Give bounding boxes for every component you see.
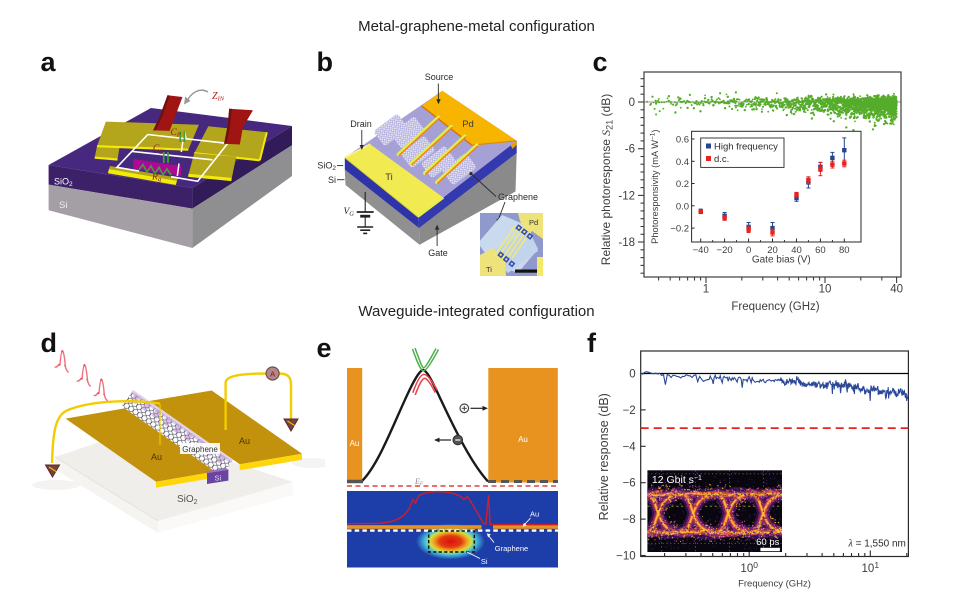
svg-text:Frequency (GHz): Frequency (GHz): [738, 579, 811, 590]
svg-text:1: 1: [703, 284, 709, 296]
svg-text:Si: Si: [215, 474, 222, 483]
svg-text:SiO2: SiO2: [317, 161, 336, 173]
svg-text:0: 0: [629, 369, 635, 381]
svg-text:10: 10: [819, 284, 832, 296]
svg-text:Au: Au: [530, 510, 539, 519]
svg-text:−10: −10: [616, 551, 636, 563]
svg-text:Graphene: Graphene: [498, 192, 538, 202]
svg-text:Relative response (dB): Relative response (dB): [597, 393, 611, 520]
svg-text:Source: Source: [425, 72, 454, 82]
svg-text:Gate bias (V): Gate bias (V): [752, 255, 811, 266]
svg-text:Au: Au: [239, 436, 250, 446]
svg-text:Ti: Ti: [385, 172, 393, 183]
svg-text:40: 40: [791, 245, 802, 256]
svg-text:A: A: [270, 370, 275, 379]
svg-text:40: 40: [890, 284, 903, 296]
svg-text:−40: −40: [693, 245, 709, 256]
svg-text:60 ps: 60 ps: [756, 537, 779, 548]
svg-text:Relative photoresponse S21 (dB: Relative photoresponse S21 (dB): [599, 94, 615, 265]
svg-text:−6: −6: [623, 478, 636, 490]
svg-text:60: 60: [815, 245, 826, 256]
svg-text:VG: VG: [343, 207, 354, 218]
svg-text:0: 0: [746, 245, 751, 256]
svg-text:SiO2: SiO2: [54, 177, 73, 189]
svg-text:Si: Si: [328, 175, 336, 185]
svg-text:0.0: 0.0: [676, 201, 689, 212]
svg-text:100: 100: [740, 560, 758, 575]
svg-text:Drain: Drain: [350, 119, 372, 129]
svg-text:-12: -12: [618, 190, 635, 202]
svg-text:Si: Si: [59, 200, 67, 211]
svg-text:λ = 1,550 nm: λ = 1,550 nm: [847, 539, 905, 550]
svg-text:d.c.: d.c.: [714, 154, 729, 165]
svg-text:Au: Au: [350, 439, 360, 448]
svg-text:SiO2: SiO2: [177, 494, 198, 506]
svg-text:20: 20: [767, 245, 778, 256]
svg-text:CP: CP: [171, 128, 181, 139]
svg-text:0: 0: [629, 97, 635, 109]
svg-text:−0.2: −0.2: [670, 224, 689, 235]
svg-text:Frequency (GHz): Frequency (GHz): [731, 301, 819, 313]
svg-text:Au: Au: [151, 452, 162, 462]
svg-text:Au: Au: [518, 435, 528, 444]
svg-text:Rg: Rg: [151, 173, 162, 184]
svg-text:−20: −20: [717, 245, 733, 256]
svg-text:EF: EF: [414, 477, 424, 487]
svg-text:ZIN: ZIN: [212, 91, 225, 103]
svg-text:0.6: 0.6: [676, 135, 689, 146]
svg-text:Gate: Gate: [428, 248, 448, 258]
svg-text:−4: −4: [623, 441, 637, 453]
svg-text:Pd: Pd: [462, 119, 474, 130]
svg-text:Pd: Pd: [529, 218, 538, 227]
svg-text:Si: Si: [481, 557, 488, 566]
svg-text:High frequency: High frequency: [714, 142, 778, 153]
svg-text:0.2: 0.2: [676, 179, 689, 190]
svg-text:101: 101: [862, 560, 880, 575]
svg-text:Cg: Cg: [153, 144, 163, 155]
svg-text:Graphene: Graphene: [182, 445, 218, 454]
svg-text:Photoresponsivity (mA W−1): Photoresponsivity (mA W−1): [650, 129, 661, 243]
svg-text:12 Gbit s−1: 12 Gbit s−1: [652, 474, 702, 486]
svg-text:80: 80: [839, 245, 850, 256]
svg-text:Graphene: Graphene: [495, 544, 528, 553]
svg-text:-18: -18: [618, 237, 635, 249]
svg-text:−2: −2: [623, 405, 636, 417]
svg-text:Ti: Ti: [486, 265, 492, 274]
svg-text:-6: -6: [625, 144, 635, 156]
svg-text:0.4: 0.4: [676, 157, 689, 168]
svg-text:−8: −8: [623, 514, 636, 526]
